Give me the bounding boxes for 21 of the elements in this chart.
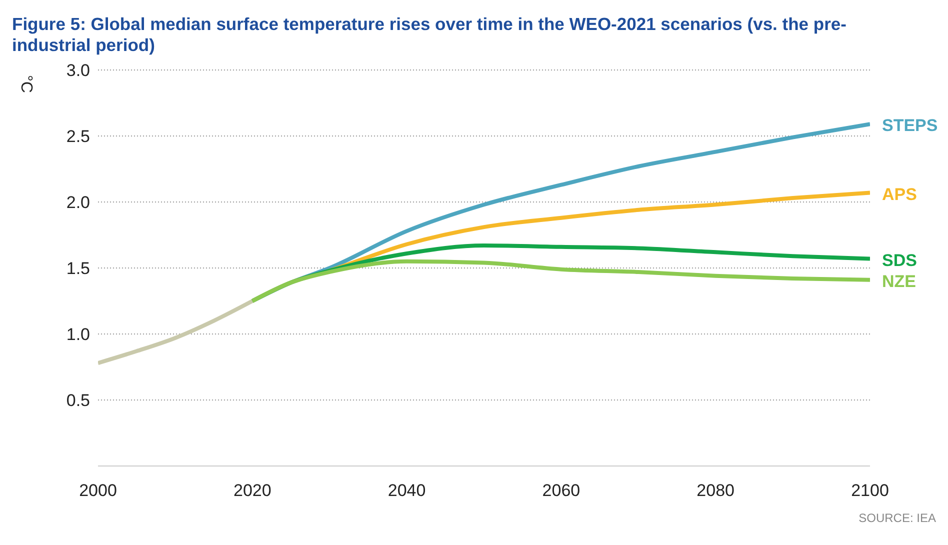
series-label: NZE	[882, 272, 916, 291]
series-label: SDS	[882, 250, 917, 270]
line-series	[98, 299, 254, 366]
series-label: STEPS	[882, 116, 938, 136]
x-tick-label: 2080	[696, 481, 735, 500]
y-tick-label: 0.5	[66, 391, 90, 410]
x-tick-label: 2060	[542, 481, 580, 500]
y-tick-label: 2.5	[66, 127, 90, 146]
x-tick-label: 2040	[388, 481, 426, 500]
y-axis-title: °C	[18, 75, 35, 93]
chart-title: Figure 5: Global median surface temperature rises over time in the WEO-2021 scenarios (vs. the pre-industrial period)	[11, 13, 848, 56]
x-tick-label: 2000	[79, 481, 117, 500]
x-tick-label: 2100	[851, 481, 889, 500]
line-series	[250, 259, 870, 303]
source-note: SOURCE: IEA	[858, 511, 937, 525]
y-tick-label: 1.0	[66, 325, 90, 344]
y-tick-label: 2.0	[66, 193, 90, 212]
x-tick-label: 2020	[233, 481, 272, 500]
y-tick-label: 1.5	[66, 259, 90, 278]
y-tick-label: 3.0	[66, 61, 90, 80]
series-label: APS	[882, 184, 917, 204]
